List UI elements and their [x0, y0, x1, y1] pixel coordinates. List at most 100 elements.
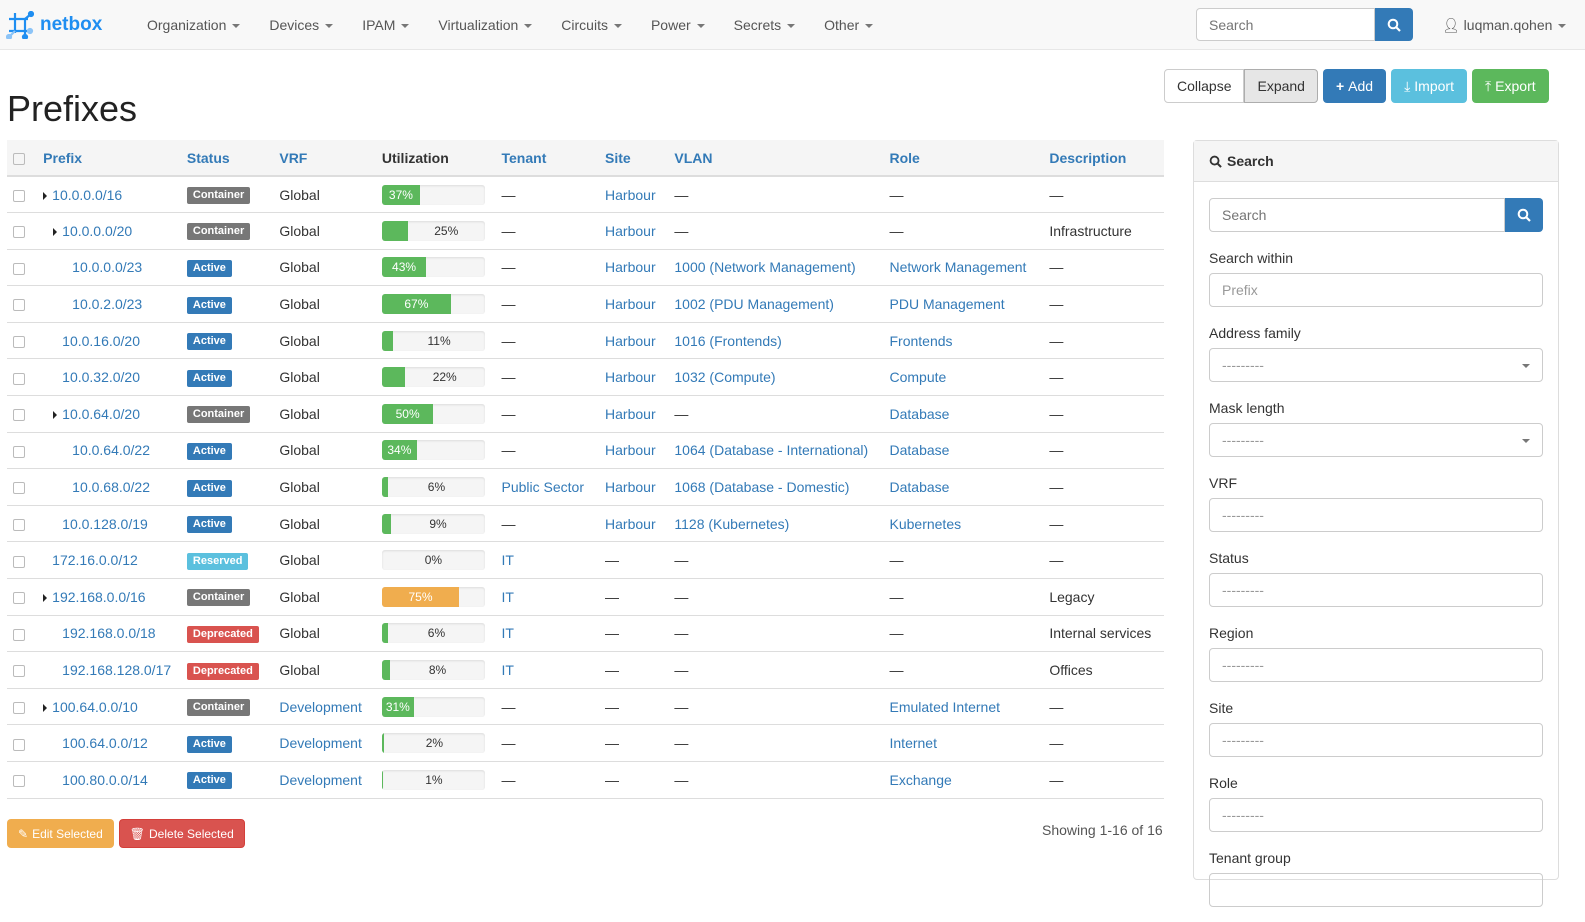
sort-link[interactable]: Site — [605, 149, 631, 166]
prefix-link[interactable]: 192.168.0.0/18 — [62, 625, 156, 642]
prefix-link[interactable]: 10.0.0.0/16 — [52, 186, 123, 203]
vlan-link[interactable]: 1128 (Kubernetes) — [674, 515, 790, 532]
row-select[interactable] — [7, 724, 38, 762]
prefix-link[interactable]: 192.168.128.0/17 — [62, 662, 172, 679]
tenant-link[interactable]: IT — [501, 625, 514, 642]
expand-toggle-icon[interactable] — [43, 593, 48, 602]
prefix-link[interactable]: 172.16.0.0/12 — [52, 552, 138, 569]
search-within-field[interactable]: Prefix — [1209, 273, 1543, 307]
role-link[interactable]: Frontends — [889, 332, 953, 349]
col-vlan[interactable]: VLAN — [668, 140, 884, 177]
site-link[interactable]: Harbour — [605, 186, 656, 203]
vlan-link[interactable]: 1032 (Compute) — [674, 369, 776, 386]
vlan-link[interactable]: 1068 (Database - Domestic) — [674, 479, 850, 496]
vrf-link[interactable]: Development — [279, 771, 362, 788]
vrf-link[interactable]: Development — [279, 735, 362, 752]
sort-link[interactable]: VRF — [279, 149, 308, 166]
role-link[interactable]: Database — [889, 405, 950, 422]
site-link[interactable]: Harbour — [605, 479, 656, 496]
row-select[interactable] — [7, 285, 38, 323]
row-checkbox[interactable] — [13, 482, 25, 495]
prefix-link[interactable]: 10.0.0.0/20 — [62, 222, 133, 239]
vrf-field[interactable]: --------- — [1209, 498, 1543, 532]
row-checkbox[interactable] — [13, 592, 25, 605]
vlan-link[interactable]: 1016 (Frontends) — [674, 332, 782, 349]
tenant-link[interactable]: IT — [501, 588, 514, 605]
row-select[interactable] — [7, 212, 38, 250]
nav-search-input[interactable] — [1196, 8, 1375, 41]
prefix-link[interactable]: 192.168.0.0/16 — [52, 588, 146, 605]
role-link[interactable]: Compute — [889, 369, 947, 386]
sidebar-search-input[interactable] — [1209, 198, 1505, 232]
import-button[interactable]: ⤓ Import — [1391, 69, 1467, 103]
site-link[interactable]: Harbour — [605, 296, 656, 313]
site-link[interactable]: Harbour — [605, 515, 656, 532]
col-tenant[interactable]: Tenant — [495, 140, 600, 177]
prefix-link[interactable]: 10.0.32.0/20 — [62, 369, 141, 386]
col-site[interactable]: Site — [599, 140, 669, 177]
expand-toggle-icon[interactable] — [43, 191, 48, 200]
prefix-link[interactable]: 10.0.128.0/19 — [62, 515, 148, 532]
nav-menu-circuits[interactable]: Circuits — [546, 17, 637, 33]
row-select[interactable] — [7, 468, 38, 506]
nav-menu-other[interactable]: Other — [809, 17, 888, 33]
site-link[interactable]: Harbour — [605, 222, 656, 239]
role-link[interactable]: Database — [889, 479, 950, 496]
role-link[interactable]: Exchange — [889, 771, 952, 788]
row-checkbox[interactable] — [13, 372, 25, 385]
delete-selected-button[interactable]: 🗑︎ Delete Selected — [118, 819, 245, 848]
row-checkbox[interactable] — [13, 701, 25, 714]
role-link[interactable]: PDU Management — [889, 296, 1005, 313]
site-field[interactable]: --------- — [1209, 723, 1543, 757]
nav-menu-devices[interactable]: Devices — [254, 17, 348, 33]
prefix-link[interactable]: 10.0.68.0/22 — [72, 479, 151, 496]
prefix-link[interactable]: 100.64.0.0/10 — [52, 698, 138, 715]
prefix-link[interactable]: 10.0.64.0/22 — [72, 442, 151, 459]
nav-menu-power[interactable]: Power — [636, 17, 720, 33]
row-checkbox[interactable] — [13, 665, 25, 678]
region-field[interactable]: --------- — [1209, 648, 1543, 682]
sort-link[interactable]: VLAN — [674, 149, 713, 166]
row-select[interactable] — [7, 688, 38, 726]
nav-menu-ipam[interactable]: IPAM — [347, 17, 424, 33]
sort-link[interactable]: Role — [889, 149, 920, 166]
row-checkbox[interactable] — [13, 445, 25, 458]
prefix-link[interactable]: 10.0.0.0/23 — [72, 259, 143, 276]
sort-link[interactable]: Prefix — [43, 149, 83, 166]
row-select[interactable] — [7, 615, 38, 653]
prefix-link[interactable]: 100.64.0.0/12 — [62, 735, 148, 752]
site-link[interactable]: Harbour — [605, 442, 656, 459]
role-link[interactable]: Emulated Internet — [889, 698, 1001, 715]
col-vrf[interactable]: VRF — [273, 140, 376, 177]
site-link[interactable]: Harbour — [605, 259, 656, 276]
row-select[interactable] — [7, 395, 38, 433]
row-select[interactable] — [7, 761, 38, 799]
col-prefix[interactable]: Prefix — [37, 140, 181, 177]
nav-menu-organization[interactable]: Organization — [132, 17, 255, 33]
role-link[interactable]: Network Management — [889, 259, 1027, 276]
user-menu[interactable]: 👤︎ luqman.qohen — [1442, 17, 1567, 34]
tenant-group-field[interactable] — [1209, 873, 1543, 907]
vlan-link[interactable]: 1002 (PDU Management) — [674, 296, 834, 313]
row-select[interactable] — [7, 432, 38, 470]
vlan-link[interactable]: 1064 (Database - International) — [674, 442, 869, 459]
row-checkbox[interactable] — [13, 299, 25, 312]
tenant-link[interactable]: IT — [501, 662, 514, 679]
col-role[interactable]: Role — [883, 140, 1044, 177]
row-select[interactable] — [7, 505, 38, 543]
sort-link[interactable]: Status — [186, 149, 230, 166]
nav-menu-virtualization[interactable]: Virtualization — [423, 17, 547, 33]
expand-toggle-icon[interactable] — [53, 227, 58, 236]
row-select[interactable] — [7, 578, 38, 616]
row-select[interactable] — [7, 176, 38, 214]
row-select[interactable] — [7, 541, 38, 580]
edit-selected-button[interactable]: ✎ Edit Selected — [7, 819, 114, 848]
tenant-link[interactable]: IT — [501, 552, 514, 569]
site-link[interactable]: Harbour — [605, 332, 656, 349]
expand-toggle-icon[interactable] — [53, 410, 58, 419]
role-link[interactable]: Database — [889, 442, 950, 459]
sort-link[interactable]: Tenant — [501, 149, 547, 166]
prefix-link[interactable]: 10.0.64.0/20 — [62, 405, 141, 422]
nav-search-button[interactable] — [1375, 8, 1413, 41]
expand-toggle-icon[interactable] — [43, 703, 48, 712]
